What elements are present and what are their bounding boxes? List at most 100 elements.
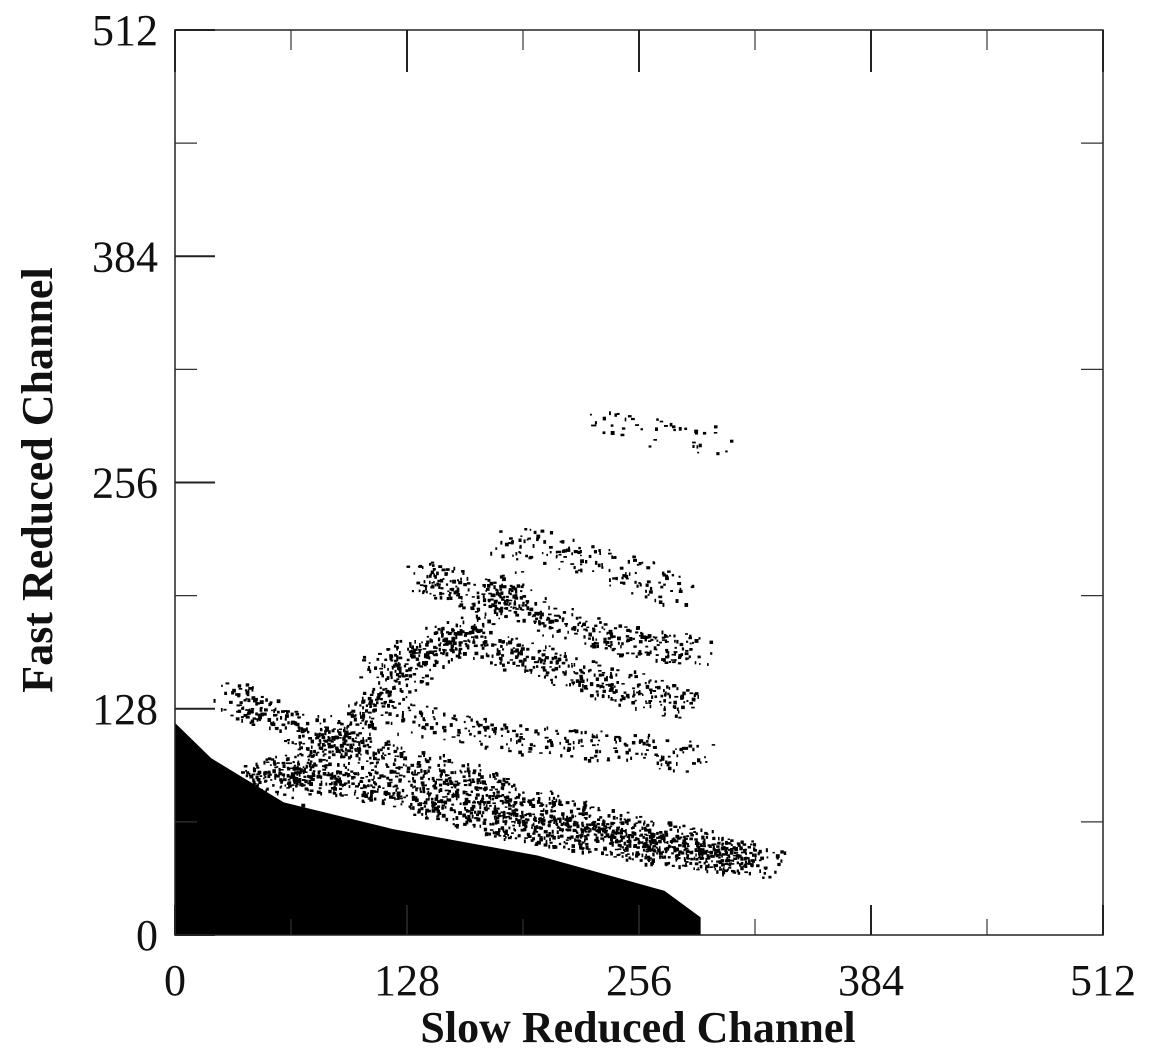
data-point — [549, 739, 552, 742]
data-point — [346, 726, 348, 730]
data-point — [269, 701, 273, 704]
data-point — [451, 736, 456, 738]
data-point — [643, 826, 647, 830]
data-point — [491, 810, 496, 815]
data-point — [665, 850, 668, 853]
data-point — [453, 714, 456, 718]
data-point — [449, 648, 454, 651]
data-point — [670, 659, 675, 661]
data-point — [542, 662, 546, 665]
x-tick-label: 0 — [164, 956, 186, 1005]
data-point — [549, 837, 551, 842]
data-point — [602, 827, 605, 831]
data-point — [343, 763, 346, 767]
data-point — [344, 794, 348, 796]
data-point — [412, 645, 414, 649]
data-point — [454, 785, 457, 789]
data-point — [425, 705, 429, 708]
data-point — [678, 716, 682, 719]
data-point — [663, 583, 666, 586]
data-point — [325, 759, 328, 762]
data-point — [519, 546, 522, 549]
data-point — [331, 753, 336, 757]
data-point — [290, 784, 293, 787]
data-point — [744, 863, 748, 867]
data-point — [282, 764, 286, 768]
data-point — [460, 595, 463, 600]
data-point — [500, 540, 503, 545]
data-point — [357, 750, 361, 755]
data-point — [525, 554, 529, 558]
data-point — [328, 750, 332, 754]
data-point — [599, 750, 602, 754]
data-point — [692, 444, 695, 448]
data-point — [310, 754, 314, 758]
data-point — [505, 829, 508, 833]
data-point — [664, 841, 668, 844]
data-point — [660, 694, 664, 698]
data-point — [198, 819, 201, 823]
data-point — [401, 788, 405, 793]
data-point — [452, 649, 455, 654]
data-point — [474, 786, 478, 790]
data-point — [663, 706, 666, 710]
data-point — [502, 577, 506, 582]
data-point — [425, 651, 428, 655]
data-point — [622, 574, 627, 578]
data-point — [419, 643, 421, 647]
data-point — [509, 584, 513, 588]
data-point — [521, 743, 524, 747]
data-point — [514, 571, 517, 574]
data-point — [539, 649, 542, 653]
data-point — [754, 853, 757, 858]
data-point — [580, 559, 584, 564]
data-point — [717, 841, 721, 845]
data-point — [598, 549, 601, 553]
data-point — [716, 853, 720, 856]
data-point — [649, 690, 653, 695]
data-point — [458, 653, 461, 657]
data-point — [639, 815, 643, 818]
data-point — [508, 599, 513, 602]
data-point — [279, 729, 282, 733]
data-point — [722, 853, 727, 856]
data-point — [331, 772, 334, 776]
data-point — [556, 614, 560, 617]
data-point — [671, 864, 675, 867]
data-point — [400, 766, 403, 769]
data-point — [485, 652, 488, 657]
data-point — [683, 843, 686, 848]
data-point — [479, 824, 482, 828]
data-point — [386, 764, 389, 766]
data-point — [655, 654, 659, 656]
data-point — [355, 785, 359, 788]
data-point — [298, 778, 302, 782]
data-point — [589, 694, 594, 698]
data-point — [548, 605, 550, 610]
data-point — [415, 657, 420, 661]
data-point — [642, 843, 646, 847]
data-point — [474, 651, 479, 656]
data-point — [583, 628, 588, 631]
data-point — [317, 770, 321, 775]
data-point — [284, 784, 287, 787]
data-point — [504, 822, 507, 826]
data-point — [576, 824, 580, 829]
data-point — [621, 696, 626, 701]
data-point — [562, 821, 565, 826]
data-point — [344, 732, 348, 736]
data-point — [659, 855, 664, 858]
data-point — [505, 599, 509, 602]
data-point — [333, 744, 336, 747]
data-point — [651, 695, 654, 699]
data-point — [244, 689, 248, 692]
data-point — [677, 828, 679, 833]
data-point — [373, 775, 375, 780]
data-point — [492, 775, 496, 778]
data-point — [392, 686, 395, 689]
data-point — [610, 643, 613, 646]
data-point — [511, 832, 514, 834]
data-point — [621, 835, 625, 840]
data-point — [674, 646, 677, 649]
data-point — [712, 836, 716, 841]
